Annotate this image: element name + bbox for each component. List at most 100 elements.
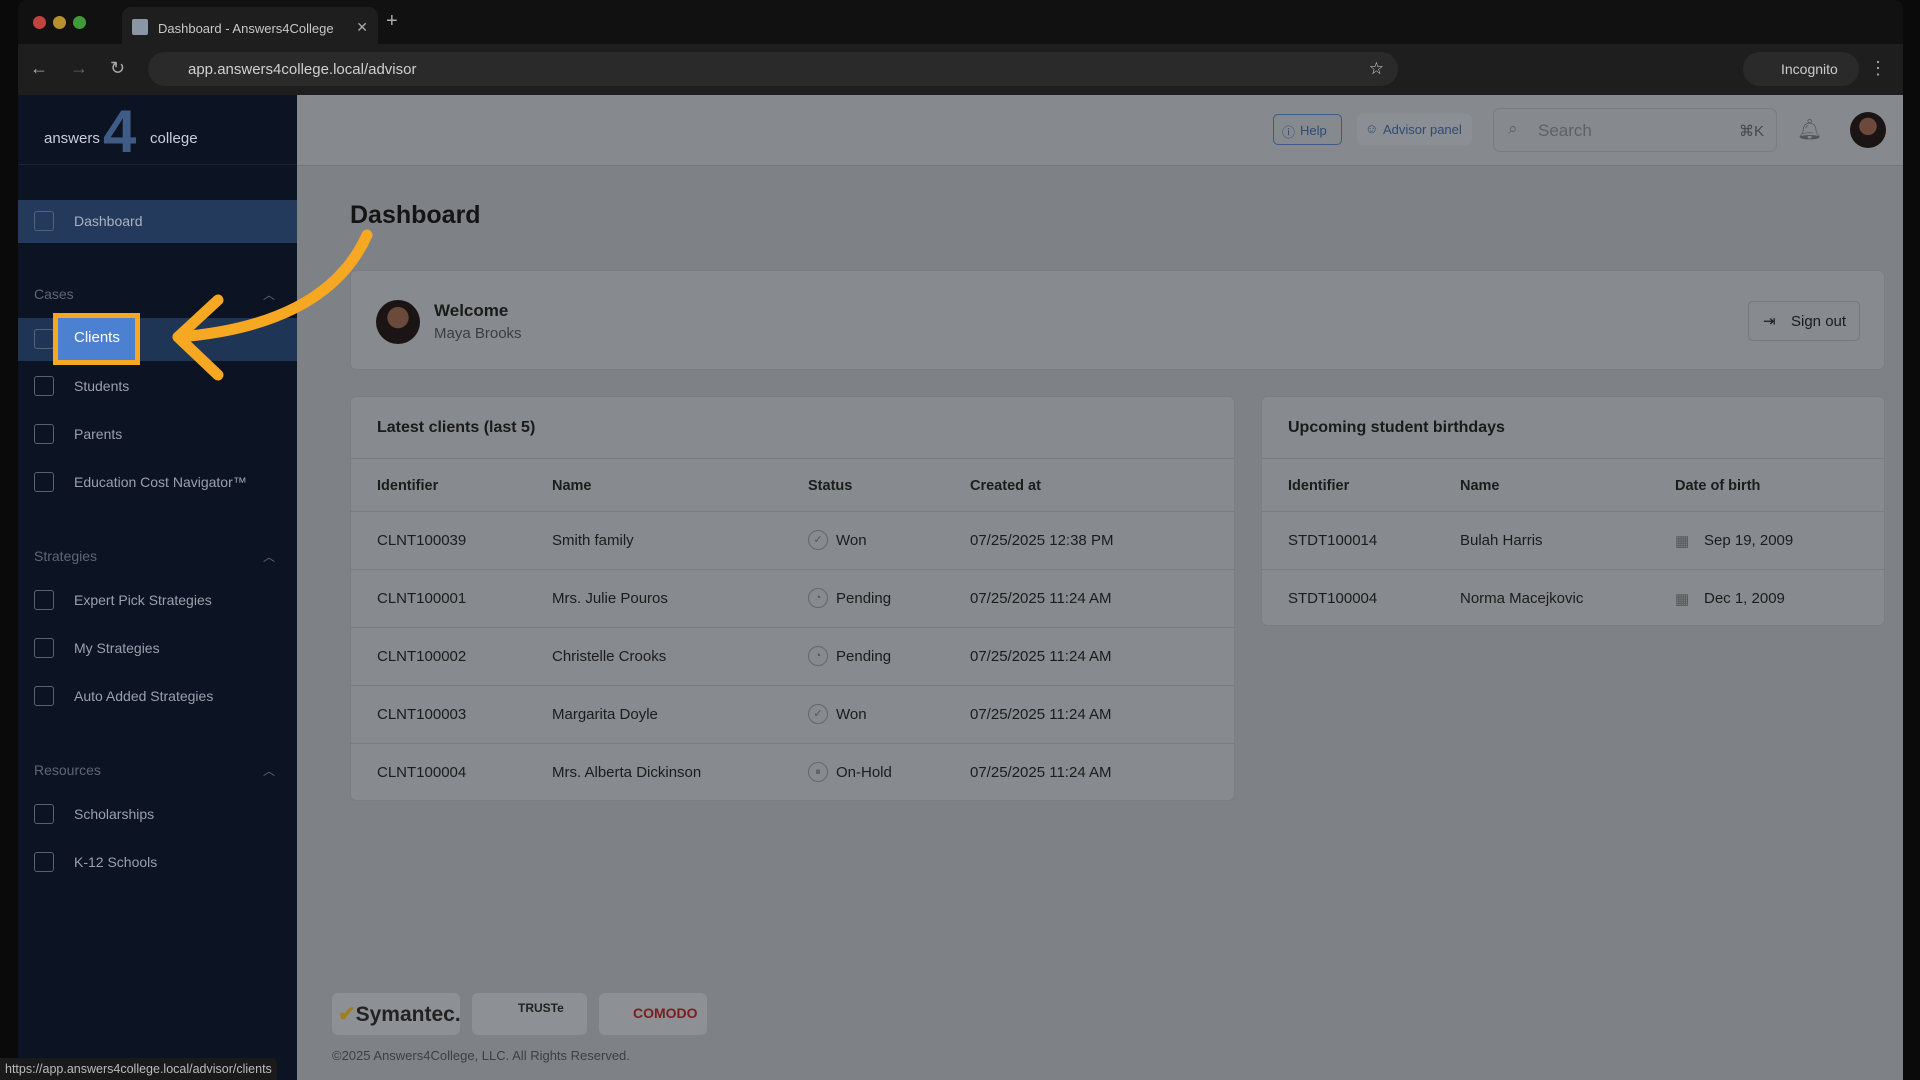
status-badge: Pending xyxy=(836,648,892,665)
scholarship-icon xyxy=(34,804,54,824)
student-identifier: STDT100014 xyxy=(1288,532,1378,549)
symantec-badge: ✔Symantec. xyxy=(332,993,461,1035)
created-at: 07/25/2025 12:38 PM xyxy=(970,532,1114,549)
maximize-window-button[interactable] xyxy=(73,16,86,29)
client-identifier: CLNT100002 xyxy=(377,648,467,665)
notification-bell-icon[interactable]: 🔔︎ xyxy=(1797,119,1823,141)
reload-icon[interactable]: ↻ xyxy=(110,58,126,78)
table-row[interactable]: CLNT100003 Margarita Doyle ✓ Won 07/25/2… xyxy=(351,686,1234,744)
badge-text: TRUSTe xyxy=(518,1001,564,1015)
forward-icon[interactable]: → xyxy=(70,58,88,78)
status-icon: ⏸ xyxy=(808,762,828,782)
latest-clients-card: Latest clients (last 5) Identifier Name … xyxy=(350,396,1235,801)
logo[interactable]: answers 4 college xyxy=(18,95,297,165)
latest-clients-title: Latest clients (last 5) xyxy=(351,397,1234,459)
sidebar-item-label: Auto Added Strategies xyxy=(74,688,214,704)
help-label: Help xyxy=(1300,123,1327,138)
close-tab-icon[interactable]: ✕ xyxy=(356,19,368,35)
client-name: Smith family xyxy=(552,532,634,549)
copyright: ©2025 Answers4College, LLC. All Rights R… xyxy=(332,1048,630,1063)
chevron-up-icon[interactable]: ︿ xyxy=(262,288,275,302)
logo-text: answers xyxy=(44,130,100,147)
sidebar-item-label: My Strategies xyxy=(74,640,160,656)
table-row[interactable]: STDT100004 Norma Macejkovic ▦ Dec 1, 200… xyxy=(1262,570,1884,625)
created-at: 07/25/2025 11:24 AM xyxy=(970,706,1112,723)
sign-out-label: Sign out xyxy=(1791,313,1847,330)
sidebar-item-dashboard[interactable]: Dashboard xyxy=(18,200,297,243)
back-icon[interactable]: ← xyxy=(30,58,48,78)
minimize-window-button[interactable] xyxy=(53,16,66,29)
sidebar-item-label: Parents xyxy=(74,426,123,442)
table-row[interactable]: CLNT100002 Christelle Crooks ◔ Pending 0… xyxy=(351,628,1234,686)
clients-highlight[interactable]: Clients xyxy=(53,313,140,365)
client-identifier: CLNT100004 xyxy=(377,764,467,781)
advisor-icon: ☺ xyxy=(1365,121,1379,136)
sign-out-button[interactable]: ⇥ Sign out xyxy=(1748,301,1860,341)
browser-tab[interactable]: Dashboard - Answers4College ✕ xyxy=(122,7,378,44)
sidebar-item-label: Expert Pick Strategies xyxy=(74,592,212,608)
sidebar-item-education-cost-navigator[interactable]: Education Cost Navigator™ xyxy=(18,461,297,504)
sidebar-item-label: Education Cost Navigator™ xyxy=(74,474,247,490)
favicon-icon xyxy=(132,19,148,35)
table-row[interactable]: CLNT100001 Mrs. Julie Pouros ◔ Pending 0… xyxy=(351,570,1234,628)
sidebar-item-students[interactable]: Students xyxy=(18,365,297,408)
incognito-badge[interactable]: Incognito xyxy=(1743,52,1859,86)
user-avatar[interactable] xyxy=(1850,112,1886,148)
student-name: Norma Macejkovic xyxy=(1460,590,1584,607)
badge-text: Symantec. xyxy=(355,1003,461,1026)
new-tab-button[interactable]: + xyxy=(386,10,398,32)
column-header: Status xyxy=(808,478,853,494)
status-badge: Won xyxy=(836,706,867,723)
close-window-button[interactable] xyxy=(33,16,46,29)
status-badge: On-Hold xyxy=(836,764,892,781)
section-resources: Resources xyxy=(34,762,101,778)
search-input[interactable]: ⌕ Search ⌘K xyxy=(1493,108,1777,152)
created-at: 07/25/2025 11:24 AM xyxy=(970,764,1112,781)
table-row[interactable]: CLNT100039 Smith family ✓ Won 07/25/2025… xyxy=(351,512,1234,570)
help-button[interactable]: ⓘ Help xyxy=(1273,114,1342,145)
url-bar[interactable]: app.answers4college.local/advisor ☆ xyxy=(148,52,1398,86)
search-icon: ⌕ xyxy=(1508,119,1518,138)
status-badge: Pending xyxy=(836,590,892,607)
tab-bar: Dashboard - Answers4College ✕ + xyxy=(18,0,1903,44)
status-icon: ✓ xyxy=(808,704,828,724)
strategy-icon xyxy=(34,590,54,610)
column-header: Created at xyxy=(970,478,1041,494)
graduation-cap-icon xyxy=(34,472,54,492)
advisor-panel-button[interactable]: ☺ Advisor panel xyxy=(1357,114,1472,145)
top-header: ⓘ Help ☺ Advisor panel ⌕ Search ⌘K 🔔︎ xyxy=(297,95,1903,166)
browser-menu-icon[interactable]: ⋮ xyxy=(1869,58,1887,78)
sidebar-item-k12-schools[interactable]: K-12 Schools xyxy=(18,841,297,884)
chevron-up-icon[interactable]: ︿ xyxy=(262,764,275,778)
sidebar-item-label: K-12 Schools xyxy=(74,854,158,870)
column-header: Name xyxy=(552,478,592,494)
cake-icon: ▦ xyxy=(1675,591,1690,608)
sidebar-item-auto-added[interactable]: Auto Added Strategies xyxy=(18,675,297,718)
main-area: ⓘ Help ☺ Advisor panel ⌕ Search ⌘K 🔔︎ Dashbo… xyxy=(297,95,1903,1080)
sidebar-item-scholarships[interactable]: Scholarships xyxy=(18,793,297,836)
chevron-up-icon[interactable]: ︿ xyxy=(262,550,275,564)
search-shortcut: ⌘K xyxy=(1738,123,1764,140)
table-row[interactable]: CLNT100004 Mrs. Alberta Dickinson ⏸ On-H… xyxy=(351,744,1234,800)
section-strategies: Strategies xyxy=(34,548,98,564)
url-text: app.answers4college.local/advisor xyxy=(188,61,417,78)
date-of-birth: Sep 19, 2009 xyxy=(1704,532,1794,549)
sidebar-item-parents[interactable]: Parents xyxy=(18,413,297,456)
created-at: 07/25/2025 11:24 AM xyxy=(970,590,1112,607)
sidebar-item-expert-pick[interactable]: Expert Pick Strategies xyxy=(18,579,297,622)
client-identifier: CLNT100003 xyxy=(377,706,467,723)
document-icon xyxy=(34,686,54,706)
table-row[interactable]: STDT100014 Bulah Harris ▦ Sep 19, 2009 xyxy=(1262,512,1884,570)
logo-four: 4 xyxy=(103,98,137,165)
logo-text-right: college xyxy=(150,130,198,147)
bookmark-star-icon[interactable]: ☆ xyxy=(1368,59,1384,78)
cake-icon: ▦ xyxy=(1675,533,1690,550)
section-cases: Cases xyxy=(34,286,74,302)
incognito-label: Incognito xyxy=(1781,61,1838,77)
help-icon: ⓘ xyxy=(1282,125,1296,140)
welcome-card: Welcome Maya Brooks ⇥ Sign out xyxy=(350,270,1885,370)
student-identifier: STDT100004 xyxy=(1288,590,1378,607)
sidebar-item-my-strategies[interactable]: My Strategies xyxy=(18,627,297,670)
welcome-avatar xyxy=(376,300,420,344)
students-icon xyxy=(34,376,54,396)
